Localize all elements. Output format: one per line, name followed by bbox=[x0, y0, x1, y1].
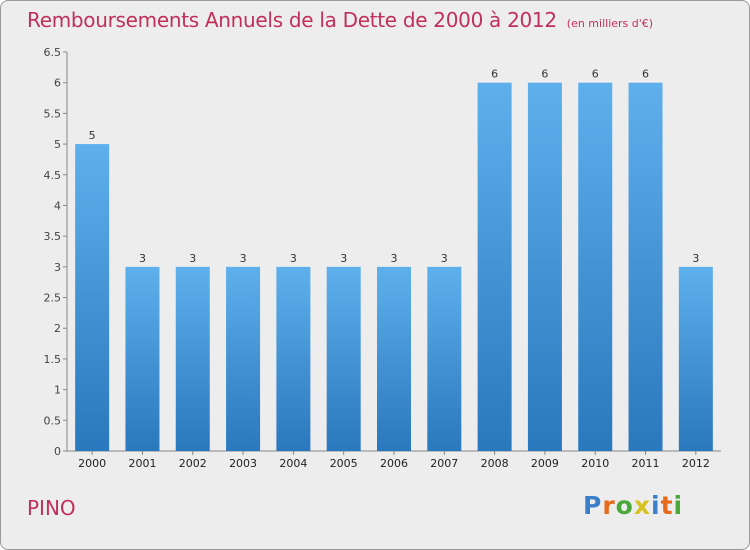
bar-2006 bbox=[377, 266, 411, 451]
logo-letter: r bbox=[602, 491, 616, 520]
chart-unit: (en milliers d'€) bbox=[566, 17, 654, 30]
logo-letter: P bbox=[583, 491, 603, 520]
bar-value-label: 3 bbox=[290, 252, 297, 265]
x-tick-label: 2002 bbox=[179, 457, 207, 470]
logo-letter: t bbox=[660, 491, 674, 520]
y-tick-label: 3 bbox=[54, 261, 61, 274]
bar-value-label: 5 bbox=[89, 129, 96, 142]
bar-2001 bbox=[125, 266, 160, 451]
bar-2002 bbox=[175, 266, 210, 451]
x-tick-label: 2007 bbox=[430, 457, 458, 470]
bar-2005 bbox=[326, 266, 361, 451]
bar-value-label: 3 bbox=[139, 252, 146, 265]
bar-2007 bbox=[427, 266, 462, 451]
x-tick-label: 2003 bbox=[229, 457, 257, 470]
x-tick-label: 2011 bbox=[632, 457, 660, 470]
x-tick-label: 2001 bbox=[128, 457, 156, 470]
bar-value-label: 3 bbox=[340, 252, 347, 265]
bar-2012 bbox=[678, 266, 713, 451]
x-tick-label: 2000 bbox=[78, 457, 106, 470]
proxiti-logo: Proxiti bbox=[583, 491, 683, 520]
x-tick-label: 2009 bbox=[531, 457, 559, 470]
chart-title-text: Remboursements Annuels de la Dette de 20… bbox=[27, 8, 557, 32]
y-tick-label: 4.5 bbox=[44, 169, 62, 182]
chart-title: Remboursements Annuels de la Dette de 20… bbox=[27, 8, 653, 32]
y-tick-label: 6.5 bbox=[44, 46, 62, 59]
y-tick-label: 5 bbox=[54, 138, 61, 151]
bar-value-label: 3 bbox=[240, 252, 247, 265]
axes: 0 0.5 1 1.5 2 2.5 3 3.5 4 4.5 5 5.5 6 6.5 2000 2001 2002… bbox=[44, 46, 721, 470]
bar-2008 bbox=[477, 82, 512, 451]
logo-letter: i bbox=[673, 491, 684, 520]
bar-2011 bbox=[628, 82, 663, 451]
y-tick-label: 3.5 bbox=[44, 230, 62, 243]
y-tick-label: 1.5 bbox=[44, 353, 62, 366]
bar-2003 bbox=[226, 266, 261, 451]
bar-2000 bbox=[75, 144, 110, 452]
bar-2004 bbox=[276, 266, 311, 451]
bar-value-label: 6 bbox=[592, 68, 599, 81]
bar-value-label: 3 bbox=[692, 252, 699, 265]
y-tick-label: 1 bbox=[54, 384, 61, 397]
commune-name: PINO bbox=[27, 496, 76, 520]
y-tick-label: 6 bbox=[54, 77, 61, 90]
y-tick-label: 4 bbox=[54, 199, 61, 212]
bar-value-label: 3 bbox=[189, 252, 196, 265]
x-tick-label: 2005 bbox=[330, 457, 358, 470]
bar-value-label: 3 bbox=[391, 252, 398, 265]
bar-2010 bbox=[578, 82, 613, 451]
bar-value-label: 6 bbox=[541, 68, 548, 81]
y-tick-label: 0 bbox=[54, 445, 61, 458]
logo-letter: i bbox=[651, 491, 661, 520]
bar-value-label: 6 bbox=[642, 68, 649, 81]
x-tick-label: 2010 bbox=[581, 457, 609, 470]
y-tick-label: 5.5 bbox=[44, 107, 62, 120]
bar-value-label: 3 bbox=[441, 252, 448, 265]
logo-letter: x bbox=[633, 491, 651, 520]
y-tick-label: 2 bbox=[54, 322, 61, 335]
x-tick-label: 2006 bbox=[380, 457, 408, 470]
bar-2009 bbox=[527, 82, 562, 451]
y-tick-label: 2.5 bbox=[44, 292, 62, 305]
logo-letter: o bbox=[615, 491, 634, 520]
bar-value-label: 6 bbox=[491, 68, 498, 81]
x-tick-label: 2012 bbox=[682, 457, 710, 470]
y-tick-label: 0.5 bbox=[44, 414, 62, 427]
x-tick-label: 2004 bbox=[279, 457, 307, 470]
bars: 5 3 3 3 3 3 3 3 6 6 6 6 3 bbox=[75, 68, 713, 452]
x-tick-label: 2008 bbox=[481, 457, 509, 470]
